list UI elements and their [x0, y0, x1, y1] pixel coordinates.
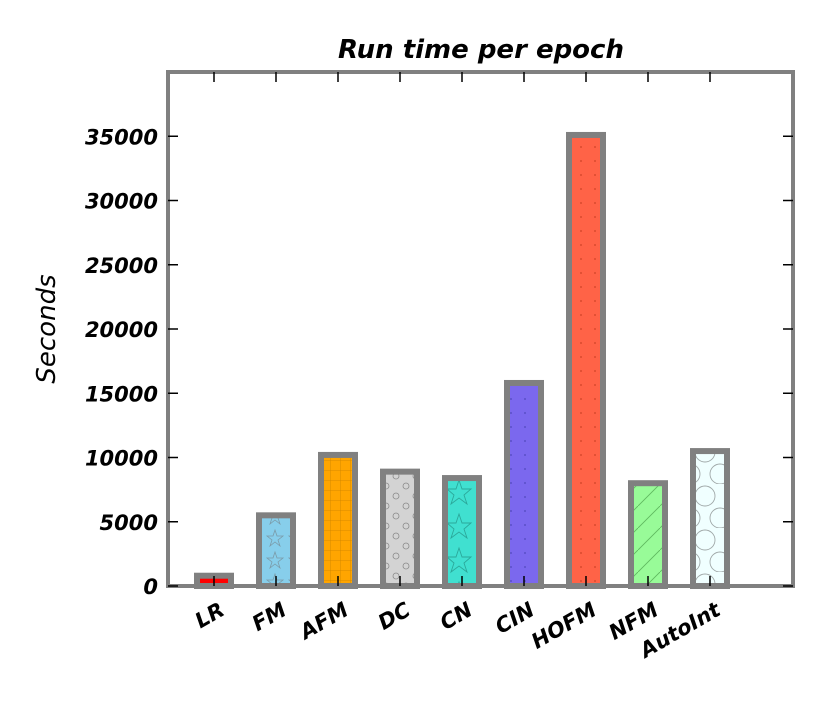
- bar-fm-hatch: [259, 515, 293, 586]
- bar-nfm: [628, 480, 668, 590]
- bar-cn: [442, 475, 482, 589]
- bar-autoint-hatch: [693, 451, 727, 586]
- bar-nfm-hatch: [631, 483, 665, 586]
- x-tick-label-cn: CN: [436, 597, 477, 634]
- x-tick-label-afm: AFM: [294, 597, 352, 645]
- bar-cin: [504, 379, 544, 589]
- x-tick-label-lr: LR: [191, 598, 229, 634]
- x-tick-label-fm: FM: [248, 597, 291, 635]
- bar-cn-hatch: [445, 478, 479, 586]
- y-tick-label: 20000: [85, 318, 158, 342]
- bars-group: [194, 131, 730, 590]
- chart-title: Run time per epoch: [338, 35, 624, 65]
- bar-dc-hatch: [383, 471, 417, 586]
- x-tick-label-dc: DC: [374, 597, 415, 635]
- y-axis-label: Seconds: [32, 274, 62, 383]
- bar-afm: [318, 451, 358, 589]
- y-tick-label: 25000: [85, 254, 158, 278]
- bar-fm: [256, 512, 296, 590]
- y-tick-label: 5000: [100, 511, 158, 535]
- bar-autoint: [690, 448, 730, 590]
- y-tick-label: 30000: [85, 190, 158, 214]
- y-ticks-group: 0 5000 10000 15000 20000 25000 30000 35000: [85, 125, 793, 599]
- y-tick-label: 15000: [85, 382, 158, 406]
- bar-afm-hatch: [321, 454, 355, 586]
- bar-hofm: [566, 131, 606, 589]
- y-tick-label: 0: [143, 575, 158, 599]
- y-tick-label: 10000: [85, 447, 158, 471]
- bar-cin-hatch: [507, 382, 541, 586]
- bar-dc: [380, 468, 420, 590]
- y-tick-label: 35000: [85, 125, 158, 149]
- bar-hofm-hatch: [569, 134, 603, 586]
- x-tick-label-hofm: HOFM: [527, 597, 600, 653]
